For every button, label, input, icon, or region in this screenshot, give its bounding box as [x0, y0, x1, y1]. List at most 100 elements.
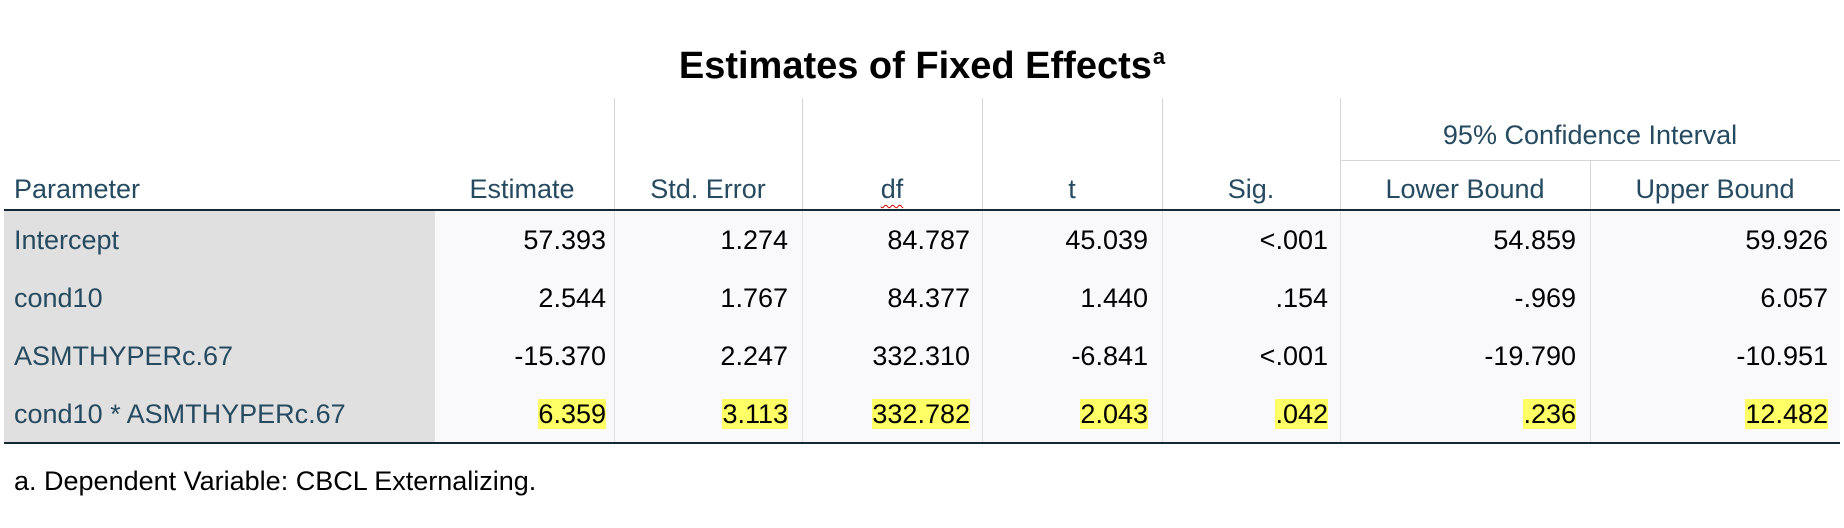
cell-upper-bound: 12.482 [1745, 399, 1828, 430]
group-header-rule [1340, 160, 1840, 161]
cell-value: -10.951 [1736, 341, 1828, 371]
cell-df: 332.310 [872, 341, 970, 372]
header-divider [802, 98, 803, 210]
cell-t: 2.043 [1080, 399, 1148, 430]
column-divider [1340, 327, 1341, 385]
row-label-parameter: cond10 * ASMTHYPERc.67 [14, 399, 346, 429]
column-divider [434, 327, 435, 385]
row-data-background [434, 269, 1840, 327]
cell-lower-bound: -19.790 [1484, 341, 1576, 372]
column-divider [982, 211, 983, 269]
table-row: cond10 * ASMTHYPERc.67 6.359 3.113 332.782 2… [4, 385, 1840, 443]
cell-value: 12.482 [1745, 399, 1828, 429]
column-header-lower-bound: Lower Bound [1385, 174, 1545, 204]
confidence-interval-group-header: 95% Confidence Interval [1442, 120, 1738, 150]
cell-value: 332.782 [872, 399, 970, 429]
cell-value: 1.767 [720, 283, 788, 313]
column-divider [1590, 327, 1591, 385]
column-header-df: df [802, 174, 982, 205]
column-divider [982, 327, 983, 385]
cell-value: 57.393 [523, 225, 606, 255]
column-divider [614, 269, 615, 327]
cell-lower-bound: 54.859 [1493, 225, 1576, 256]
header-divider [1590, 160, 1591, 210]
table-title: Estimates of Fixed Effectsa [0, 44, 1844, 88]
header-divider [614, 98, 615, 210]
row-label-background [4, 327, 434, 385]
cell-value: <.001 [1259, 341, 1328, 371]
header-divider [982, 98, 983, 210]
cell-value: 84.377 [887, 283, 970, 313]
column-header-std-error: Std. Error [650, 174, 766, 204]
cell-value: .236 [1523, 399, 1576, 429]
column-divider [1340, 385, 1341, 443]
column-divider [434, 211, 435, 269]
cell-value: 332.310 [872, 341, 970, 371]
cell-estimate: 6.359 [538, 399, 606, 430]
table-row: Intercept 57.393 1.274 84.787 45.039 <.001 54.… [4, 211, 1840, 269]
row-label-parameter: ASMTHYPERc.67 [14, 341, 234, 371]
column-divider [1590, 385, 1591, 443]
column-divider [802, 269, 803, 327]
cell-value: 2.247 [720, 341, 788, 371]
cell-estimate: -15.370 [514, 341, 606, 372]
cell-df: 84.787 [887, 225, 970, 256]
cell-value: 54.859 [1493, 225, 1576, 255]
column-divider [1590, 211, 1591, 269]
column-divider [802, 327, 803, 385]
cell-lower-bound: -.969 [1514, 283, 1576, 314]
column-divider [614, 327, 615, 385]
column-divider [982, 385, 983, 443]
cell-std-error: 3.113 [722, 399, 788, 430]
column-divider [802, 211, 803, 269]
cell-df: 332.782 [872, 399, 970, 430]
cell-sig: .154 [1275, 283, 1328, 314]
cell-value: 59.926 [1745, 225, 1828, 255]
column-header-t: t [1068, 174, 1076, 204]
cell-t: -6.841 [1071, 341, 1148, 372]
column-divider [614, 211, 615, 269]
cell-value: 3.113 [722, 399, 788, 429]
title-footnote-marker: a [1152, 44, 1166, 69]
row-label-background [4, 385, 434, 443]
cell-upper-bound: 6.057 [1760, 283, 1828, 314]
column-divider [802, 385, 803, 443]
column-divider [1162, 327, 1163, 385]
cell-estimate: 2.544 [538, 283, 606, 314]
column-divider [1162, 269, 1163, 327]
cell-value: .154 [1275, 283, 1328, 313]
cell-value: 2.544 [538, 283, 606, 313]
cell-upper-bound: -10.951 [1736, 341, 1828, 372]
header-divider [1340, 98, 1341, 210]
column-divider [1162, 211, 1163, 269]
cell-sig: .042 [1275, 399, 1328, 430]
cell-value: 2.043 [1080, 399, 1148, 429]
cell-std-error: 2.247 [720, 341, 788, 372]
cell-value: .042 [1275, 399, 1328, 429]
cell-sig: <.001 [1260, 341, 1328, 372]
cell-value: 84.787 [887, 225, 970, 255]
column-header-parameter: Parameter [14, 174, 141, 204]
cell-value: 6.359 [538, 399, 606, 429]
row-label-parameter: Intercept [14, 225, 120, 255]
header-divider [1162, 98, 1163, 210]
column-header-estimate: Estimate [469, 174, 575, 204]
cell-value: 1.274 [720, 225, 788, 255]
column-divider [1590, 269, 1591, 327]
cell-value: 45.039 [1065, 225, 1148, 255]
footnote: a. Dependent Variable: CBCL Externalizin… [14, 466, 537, 496]
cell-sig: <.001 [1260, 225, 1328, 256]
column-divider [1340, 211, 1341, 269]
cell-value: 1.440 [1080, 283, 1148, 313]
cell-value: -6.841 [1071, 341, 1148, 371]
cell-value: 6.057 [1760, 283, 1828, 313]
column-divider [1340, 269, 1341, 327]
column-divider [982, 269, 983, 327]
column-divider [614, 385, 615, 443]
cell-value: -19.790 [1484, 341, 1576, 371]
cell-std-error: 1.274 [720, 225, 788, 256]
column-divider [434, 385, 435, 443]
table-bottom-rule [4, 442, 1840, 444]
table-row: ASMTHYPERc.67 -15.370 2.247 332.310 -6.841 <.… [4, 327, 1840, 385]
